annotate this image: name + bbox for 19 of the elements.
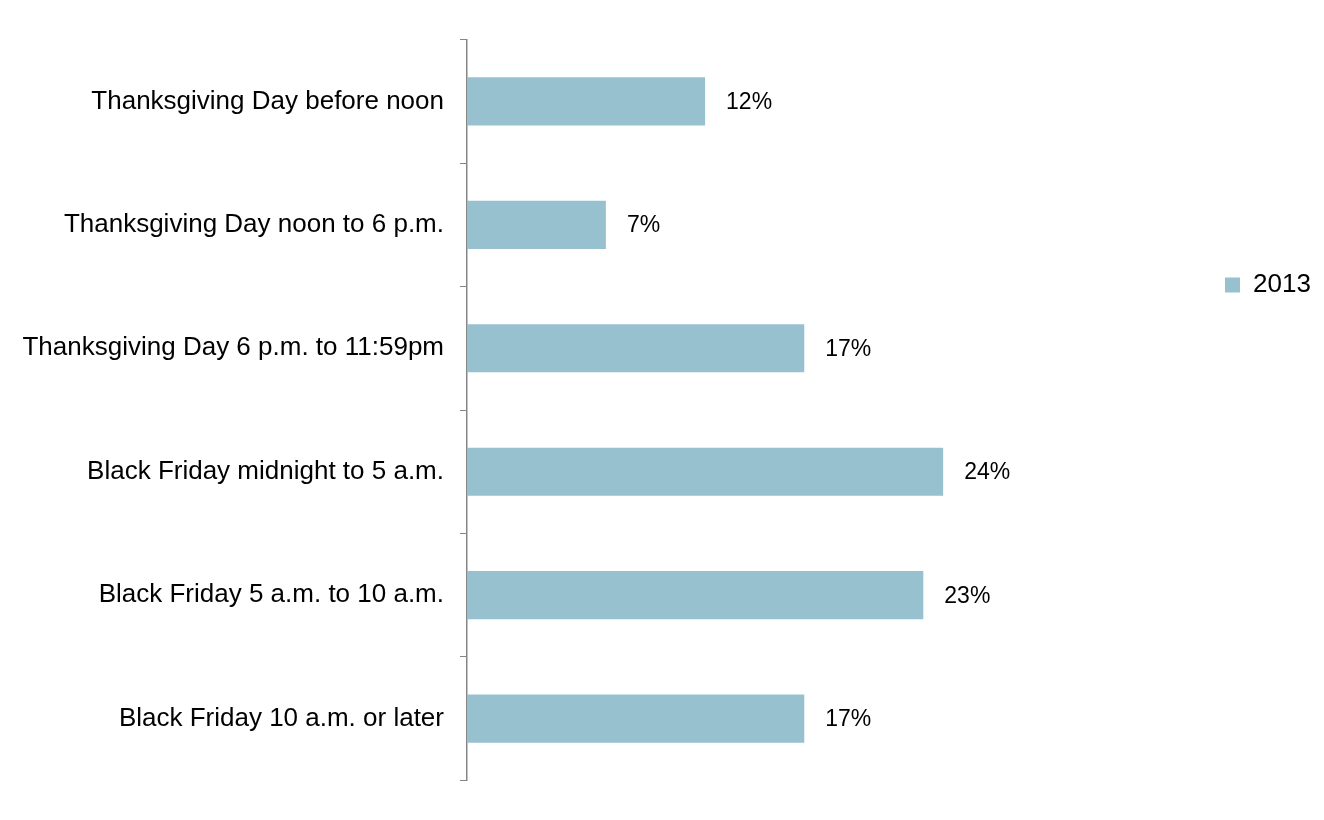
data-label: 17% — [825, 705, 872, 732]
data-label: 24% — [964, 458, 1011, 485]
bar — [467, 77, 706, 126]
data-label: 23% — [944, 581, 991, 608]
y-tick-label: Thanksgiving Day 6 p.m. to 11:59pm — [22, 331, 444, 362]
y-tick-label: Black Friday 5 a.m. to 10 a.m. — [98, 578, 444, 609]
y-tick-label: Black Friday 10 a.m. or later — [118, 701, 445, 732]
y-tick-label: Thanksgiving Day before noon — [91, 84, 444, 115]
bar — [467, 324, 805, 373]
bar — [467, 571, 924, 620]
bar — [467, 694, 805, 743]
data-label: 7% — [626, 211, 661, 238]
y-tick-label: Black Friday midnight to 5 a.m. — [87, 454, 444, 485]
data-label: 17% — [825, 334, 872, 361]
y-tick-label: Thanksgiving Day noon to 6 p.m. — [63, 207, 444, 238]
bar — [467, 200, 606, 249]
legend-label: 2013 — [1253, 268, 1311, 299]
data-label: 12% — [726, 87, 773, 114]
bar — [467, 447, 944, 496]
